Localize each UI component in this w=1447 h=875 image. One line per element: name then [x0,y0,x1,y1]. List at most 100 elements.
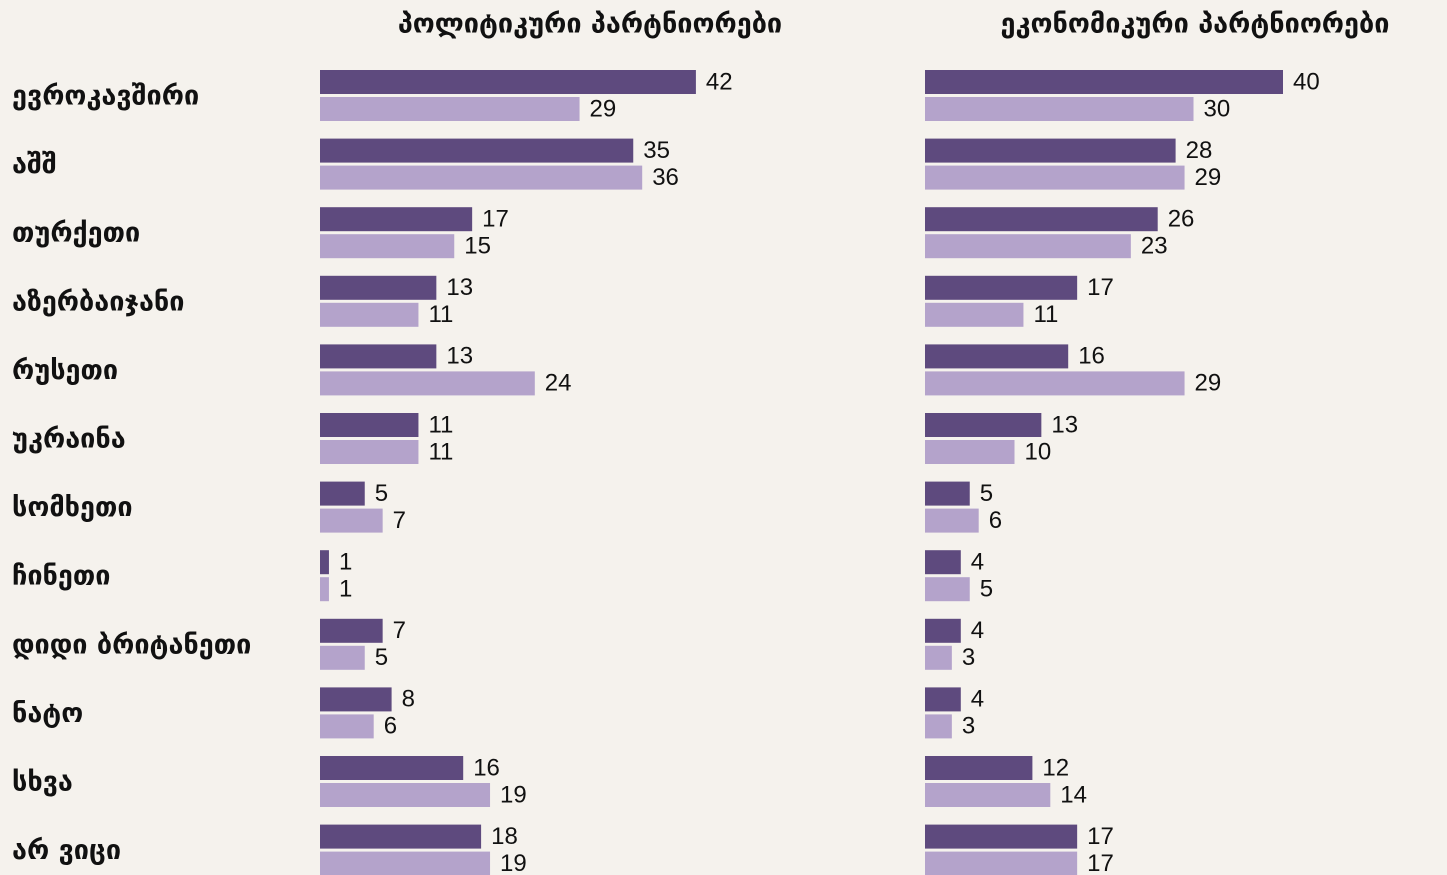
value-label: 12 [1042,754,1069,781]
bar [925,275,1078,300]
bar [925,645,952,670]
value-label: 10 [1025,438,1052,465]
value-label: 29 [590,95,617,122]
bar [320,714,374,739]
value-label: 18 [491,823,518,850]
bar [320,687,392,712]
value-label: 11 [1033,301,1058,328]
bar [925,550,961,575]
value-label: 7 [393,507,406,534]
bar [925,70,1283,94]
category-label: აზერბაიჯანი [12,286,185,317]
value-label: 4 [971,549,984,576]
value-label: 11 [428,438,453,465]
category-label: ნატო [12,698,83,729]
value-label: 13 [1051,411,1078,438]
bar [925,481,970,506]
bar [320,577,329,602]
bar [925,618,961,643]
bar [320,851,491,875]
value-label: 11 [428,411,453,438]
bar [925,371,1185,396]
bar [925,413,1042,437]
value-label: 16 [1078,343,1105,370]
value-label: 30 [1204,95,1231,122]
bar [925,687,961,712]
category-label: აშშ [12,149,57,180]
bar [320,508,383,533]
panel-title: პოლიტიკური პარტნიორები [398,9,782,40]
value-label: 19 [500,781,527,808]
value-label: 6 [384,713,397,740]
value-label: 5 [980,576,993,603]
bar [925,165,1185,190]
bar [320,756,464,780]
bar [320,783,491,807]
bar [925,824,1078,849]
value-label: 17 [1087,274,1114,301]
bar [320,165,643,190]
value-label: 24 [545,370,572,397]
bar [320,275,437,300]
value-label: 36 [652,164,679,191]
bar [320,371,535,396]
category-label: რუსეთი [12,355,118,386]
bar [925,97,1194,121]
value-label: 17 [1087,823,1114,850]
panel-title: ეკონომიკური პარტნიორები [1001,9,1390,40]
bar [925,302,1024,327]
value-label: 13 [446,343,473,370]
value-label: 5 [375,644,388,671]
bar [320,234,455,259]
value-label: 29 [1195,164,1222,191]
bar [925,234,1131,259]
value-label: 4 [971,686,984,713]
category-label: უკრაინა [12,424,126,455]
bar [320,824,482,849]
category-label: ევროკავშირი [12,81,199,112]
value-label: 14 [1060,781,1087,808]
category-label: სხვა [12,767,73,798]
category-label: თურქეთი [12,218,140,249]
value-label: 23 [1141,233,1168,260]
value-label: 4 [971,617,984,644]
value-label: 3 [962,644,975,671]
category-label: სომხეთი [12,492,133,523]
bar [320,440,419,464]
bar [320,70,696,94]
bar [320,207,473,232]
category-label: არ ვიცი [12,835,121,866]
value-label: 17 [1087,850,1114,875]
value-label: 8 [402,686,415,713]
bar [925,207,1158,232]
value-label: 6 [989,507,1002,534]
value-label: 40 [1293,68,1320,95]
value-label: 13 [446,274,473,301]
value-label: 19 [500,850,527,875]
value-label: 16 [473,754,500,781]
bar [320,645,365,670]
category-label: დიდი ბრიტანეთი [12,629,251,660]
bar [320,138,634,163]
bar [320,344,437,369]
value-label: 3 [962,713,975,740]
value-label: 1 [339,576,352,603]
bar [925,851,1078,875]
value-label: 29 [1195,370,1222,397]
bar [925,714,952,739]
value-label: 26 [1168,206,1195,233]
bar [320,302,419,327]
value-label: 5 [980,480,993,507]
bar [925,440,1015,464]
value-label: 42 [706,68,733,95]
value-label: 7 [393,617,406,644]
category-label: ჩინეთი [12,561,110,592]
bar [320,97,580,121]
bar [320,618,383,643]
bar [320,550,329,575]
value-label: 35 [643,137,670,164]
bar [925,138,1176,163]
value-label: 28 [1186,137,1213,164]
